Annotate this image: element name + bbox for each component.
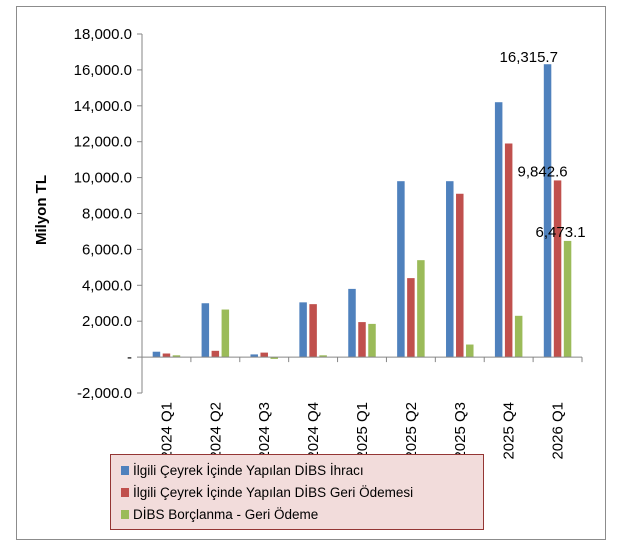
y-axis-label: Milyon TL	[33, 175, 50, 245]
y-tick-label: -	[127, 349, 132, 366]
bar	[250, 354, 258, 358]
bar	[358, 322, 366, 358]
bar	[466, 344, 474, 358]
bar	[514, 315, 523, 358]
legend-item: İlgili Çeyrek İçinde Yapılan DİBS İhracı	[121, 459, 483, 481]
x-tick-label: 2025 Q1	[354, 402, 371, 460]
legend-swatch	[121, 465, 129, 475]
data-label: 6,473.1	[536, 224, 586, 241]
data-label: 9,842.6	[518, 163, 568, 180]
axes	[137, 33, 583, 394]
y-tick-label: 6,000.0	[82, 241, 132, 258]
bar	[221, 309, 230, 358]
bar	[172, 355, 181, 358]
legend-swatch	[121, 509, 129, 519]
y-tick-label: 10,000.0	[74, 170, 132, 187]
y-tick-label: 18,000.0	[74, 26, 132, 43]
bar	[368, 323, 376, 358]
y-tick-label: 14,000.0	[74, 98, 132, 115]
bar	[309, 304, 317, 358]
bar	[319, 355, 327, 358]
x-tick-label: 2025 Q3	[452, 402, 469, 460]
legend: İlgili Çeyrek İçinde Yapılan DİBS İhracı…	[110, 454, 484, 530]
y-tick-label: 16,000.0	[74, 62, 132, 79]
x-tick-label: 2025 Q4	[501, 402, 518, 460]
y-tick-label: -2,000.0	[77, 385, 132, 402]
bar	[417, 260, 425, 358]
legend-label: İlgili Çeyrek İçinde Yapılan DİBS İhracı	[133, 462, 364, 478]
bar	[260, 352, 268, 358]
y-tick-label: 4,000.0	[82, 277, 132, 294]
y-tick-label: 8,000.0	[82, 206, 132, 223]
bar	[456, 193, 464, 358]
bar	[407, 278, 415, 358]
y-tick-label: 12,000.0	[74, 134, 132, 151]
data-label: 16,315.7	[500, 49, 558, 66]
x-tick-label: 2025 Q2	[403, 402, 420, 460]
bar	[563, 240, 572, 358]
legend-label: İlgili Çeyrek İçinde Yapılan DİBS Geri Ö…	[133, 484, 414, 500]
legend-item: İlgili Çeyrek İçinde Yapılan DİBS Geri Ö…	[121, 481, 483, 503]
bar	[270, 357, 278, 359]
legend-item: DİBS Borçlanma - Geri Ödeme	[121, 503, 483, 525]
bar	[211, 350, 220, 358]
y-tick-labels: -2,000.0-2,000.04,000.06,000.08,000.010,…	[74, 26, 132, 402]
x-tick-label: 2024 Q4	[305, 402, 322, 460]
bar	[162, 353, 171, 358]
bar	[504, 143, 513, 358]
bar	[446, 181, 454, 358]
bar	[553, 180, 562, 358]
bar	[201, 303, 210, 358]
legend-swatch	[121, 487, 129, 497]
bar	[543, 64, 552, 358]
legend-label: DİBS Borçlanma - Geri Ödeme	[133, 506, 319, 522]
x-tick-label: 2024 Q3	[256, 402, 273, 460]
bar	[494, 102, 503, 358]
bars	[152, 64, 572, 359]
data-labels: 16,315.7 9,842.6 6,473.1	[500, 49, 586, 241]
bar	[299, 302, 307, 358]
x-tick-label: 2024 Q1	[158, 402, 175, 460]
x-tick-label: 2024 Q2	[207, 402, 224, 460]
x-tick-label: 2026 Q1	[550, 402, 567, 460]
x-tick-labels: 2024 Q1 2024 Q2 2024 Q3 2024 Q4 2025 Q1 2025 …	[158, 402, 566, 460]
bar	[152, 351, 161, 358]
y-tick-label: 2,000.0	[82, 313, 132, 330]
bar	[348, 288, 356, 358]
bar	[397, 181, 405, 358]
